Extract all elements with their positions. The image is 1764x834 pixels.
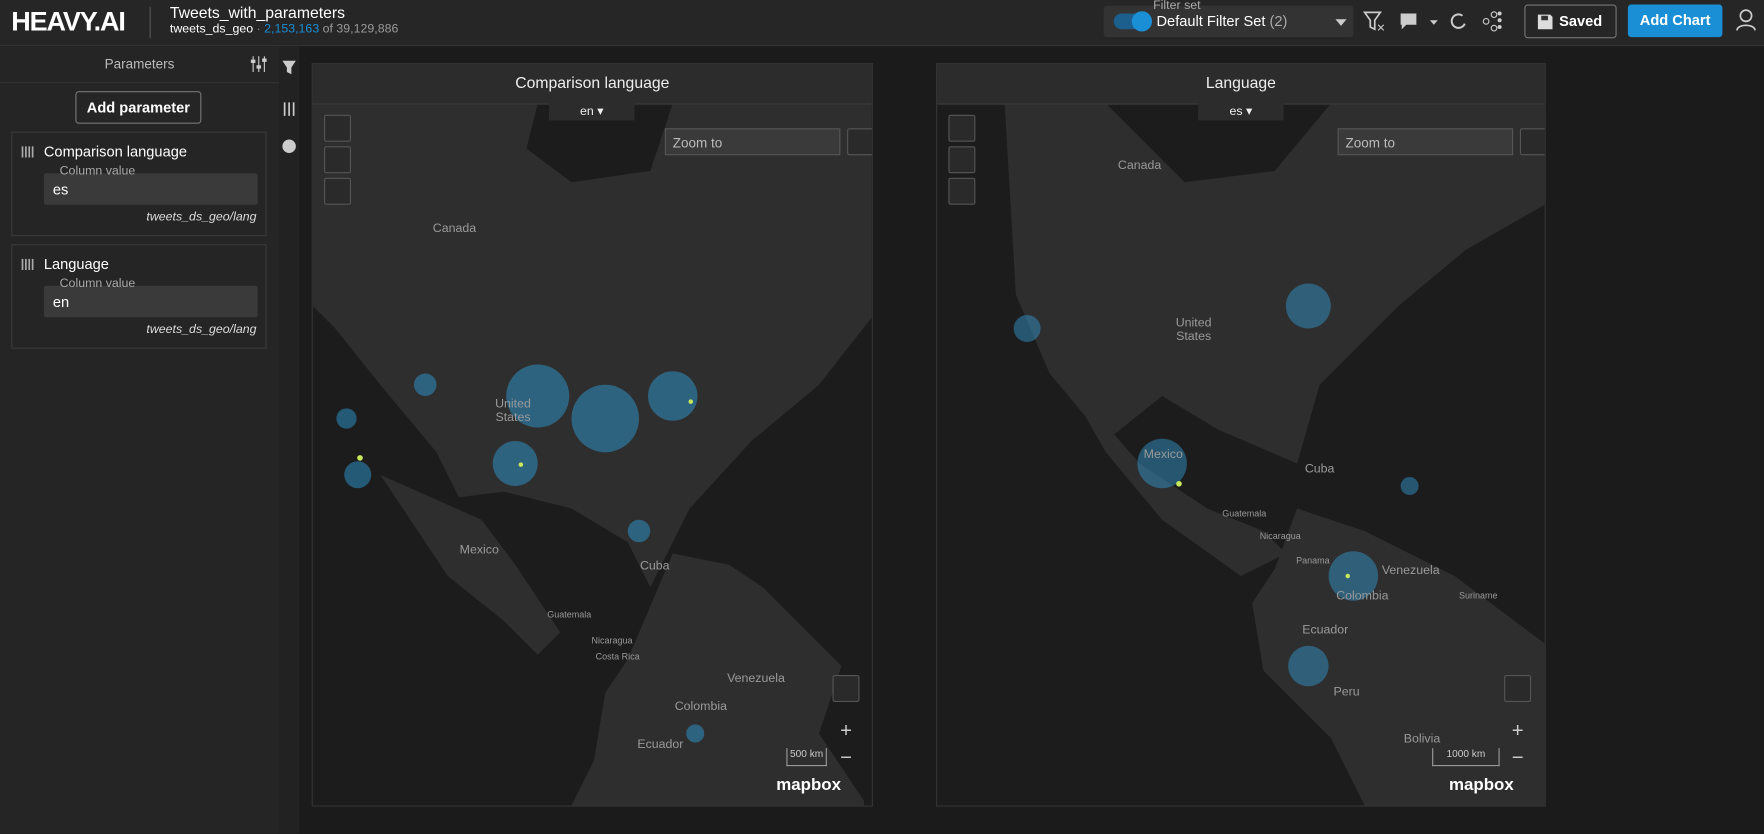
filter-name: Default Filter Set <box>1156 12 1266 30</box>
param-field[interactable]: Column value en <box>43 277 258 318</box>
field-value: es <box>52 181 69 198</box>
filter-count: (2) <box>1269 12 1288 30</box>
locate-button[interactable] <box>832 675 860 702</box>
layers-button[interactable] <box>1519 128 1545 156</box>
zoom-input[interactable]: Zoom to <box>1337 128 1514 156</box>
map <box>312 103 872 806</box>
map-label: Cuba <box>1304 462 1335 476</box>
filter-set-name: Default Filter Set (2) <box>1157 12 1288 29</box>
icon-strip <box>279 46 300 834</box>
logo[interactable]: HEAVY.AI <box>11 6 126 38</box>
map-label: Ecuador <box>637 738 684 752</box>
map-label: Costa Rica <box>595 651 640 662</box>
sidebar-title: Parameters <box>0 46 279 84</box>
map-label: Canada <box>432 221 477 236</box>
map-label: Mexico <box>459 543 499 557</box>
total-count: of 39,129,886 <box>322 22 399 37</box>
divider <box>149 6 151 39</box>
save-icon <box>1537 14 1553 30</box>
field-label: Column value <box>59 276 136 291</box>
filtered-count: 2,153,163 <box>264 22 320 37</box>
lasso-tool[interactable] <box>948 177 976 205</box>
map-label: Nicaragua <box>591 635 633 646</box>
parameters-sidebar: Parameters Add parameter Comparison lang… <box>0 46 279 834</box>
map-label: Venezuela <box>727 671 785 686</box>
map-label: Cuba <box>639 559 670 573</box>
selector-value: es <box>1229 104 1243 119</box>
table-name: tweets_ds_geo <box>169 22 254 37</box>
toolbar-icons[interactable] <box>1361 9 1519 34</box>
polygon-tool[interactable] <box>948 146 976 174</box>
map-label: Ecuador <box>1302 623 1349 637</box>
field-value: en <box>52 293 70 311</box>
param-source: tweets_ds_geo/lang <box>146 210 257 224</box>
strip-icons[interactable] <box>281 60 297 161</box>
circle-tool[interactable] <box>948 114 976 142</box>
selector-value: en <box>580 104 594 119</box>
map-label: Bolivia <box>1403 732 1441 746</box>
map-chart[interactable]: Comparison language en ▾ Zoom to + − 500 … <box>311 63 873 807</box>
top-bar: HEAVY.AI Tweets_with_parameters tweets_d… <box>0 0 1764 47</box>
map-label: Canada <box>1117 158 1162 173</box>
param-name: Comparison language <box>43 142 187 160</box>
attribution[interactable]: mapbox <box>1449 775 1514 795</box>
map-label: Suriname <box>1458 590 1498 601</box>
attribution[interactable]: mapbox <box>776 775 841 795</box>
saved-label: Saved <box>1559 12 1603 30</box>
map-label: Colombia <box>674 699 728 714</box>
toggle[interactable] <box>1113 11 1152 32</box>
zoom-input[interactable]: Zoom to <box>664 128 841 156</box>
saved-button[interactable]: Saved <box>1524 4 1617 39</box>
map-label: Peru <box>1333 685 1360 699</box>
param-field[interactable]: Column value es <box>43 164 258 205</box>
param-icon <box>21 258 34 270</box>
lasso-tool[interactable] <box>324 177 351 205</box>
map-chart[interactable]: Language es ▾ Zoom to + − 1000 km mapbox … <box>936 63 1546 807</box>
map-label: Panama <box>1296 555 1330 566</box>
scale-bar: 1000 km <box>1432 748 1500 767</box>
add-chart-button[interactable]: Add Chart <box>1627 4 1723 38</box>
filter-set-select[interactable]: Filter set Default Filter Set (2) <box>1103 0 1354 38</box>
map-label: Guatemala <box>1222 508 1267 519</box>
polygon-tool[interactable] <box>324 146 351 174</box>
param-name: Language <box>43 255 109 273</box>
dropdown-arrow <box>1335 19 1347 26</box>
map-label: United States <box>495 397 531 425</box>
chart-title: Language <box>937 64 1545 105</box>
settings-icon[interactable] <box>250 55 268 73</box>
map-label: Colombia <box>1336 589 1389 604</box>
field-label: Column value <box>59 164 136 178</box>
param-icon <box>21 146 34 158</box>
map-label: United States <box>1175 316 1212 344</box>
param-source: tweets_ds_geo/lang <box>146 322 257 337</box>
scale-bar: 500 km <box>786 748 827 767</box>
dashboard-title[interactable]: Tweets_with_parameters <box>169 3 345 22</box>
map-label: Venezuela <box>1381 563 1440 578</box>
separator: · <box>256 22 261 37</box>
filter-set-label: Filter set <box>1153 0 1201 13</box>
add-parameter-button[interactable]: Add parameter <box>75 91 202 124</box>
toggle-knob <box>1131 11 1152 32</box>
locate-button[interactable] <box>1504 675 1532 702</box>
zoom-controls[interactable]: + − <box>1511 718 1524 769</box>
circle-tool[interactable] <box>324 114 351 142</box>
parameter-card[interactable]: Language Column value en tweets_ds_geo/la… <box>11 244 267 349</box>
map-label: Nicaragua <box>1259 531 1301 542</box>
map-label: Guatemala <box>547 609 592 620</box>
user-icon[interactable] <box>1736 9 1756 32</box>
map <box>937 103 1545 806</box>
subtitle: tweets_ds_geo · 2,153,163 of 39,129,886 <box>170 23 398 37</box>
chart-title: Comparison language <box>312 64 872 105</box>
zoom-controls[interactable]: + − <box>840 718 852 769</box>
selector[interactable]: es ▾ <box>1198 103 1284 121</box>
map-label: Mexico <box>1143 447 1183 462</box>
layers-button[interactable] <box>847 128 872 156</box>
parameter-card[interactable]: Comparison language Column value es tweet… <box>11 131 267 237</box>
selector[interactable]: en ▾ <box>549 103 635 121</box>
